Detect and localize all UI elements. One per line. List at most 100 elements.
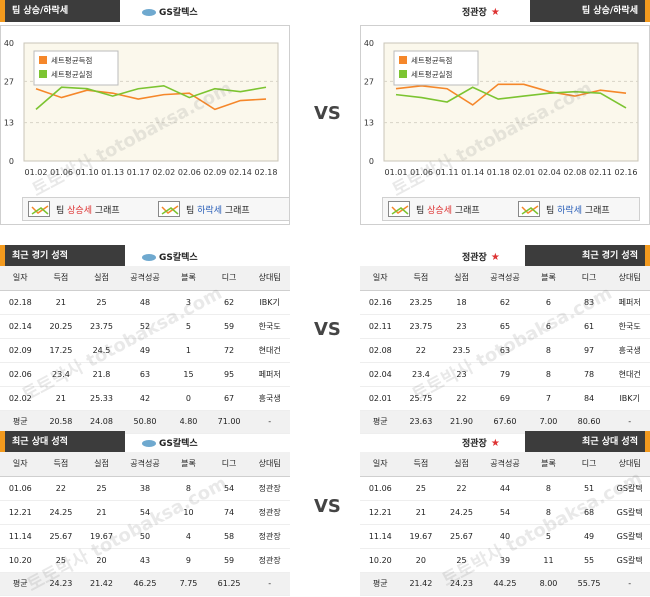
table-cell: 23 (441, 362, 482, 387)
fall-graph-button-left[interactable]: 팀 하락세 그래프 (158, 201, 250, 217)
rise-graph-label: 팀 상승세 그래프 (56, 205, 120, 216)
column-header: 공격성공 (121, 266, 169, 291)
table-cell: 02.01 (360, 386, 401, 411)
table-cell: 54 (121, 500, 169, 525)
table-cell: 23.75 (81, 314, 122, 339)
table-cell: 01.06 (360, 476, 401, 501)
table-row: 11.14 19.67 25.67 40 5 49 GS칼텍 (360, 524, 650, 549)
table-cell: 02.06 (0, 362, 41, 387)
rise-graph-button-left[interactable]: 팀 상승세 그래프 (28, 201, 120, 217)
table-row: 10.20 20 25 39 11 55 GS칼텍 (360, 548, 650, 573)
legend-swatch (39, 70, 47, 78)
average-row: 평균 21.42 24.23 44.25 8.00 55.75- (360, 572, 650, 596)
gs-logo-icon (142, 254, 156, 261)
recent-table-right: 일자 득점 실점 공격성공 블록 디그 상대팀 02.16 23.25 18 62 6 83 페퍼저 02.… (360, 266, 650, 434)
column-header: 블록 (168, 452, 209, 477)
h2h-title-left: 최근 상대 성적 (12, 437, 68, 447)
table-cell: 흥국생 (609, 338, 650, 363)
table-cell: 22 (400, 338, 442, 363)
series-line-loss (395, 86, 627, 109)
table-cell: 02.08 (360, 338, 401, 363)
y-tick-label: 40 (364, 39, 374, 48)
column-header: 득점 (400, 266, 442, 291)
table-cell: 02.09 (0, 338, 41, 363)
average-cell: 21.42 (400, 572, 442, 596)
table-cell: 페퍼저 (609, 290, 650, 315)
average-row: 평균 23.63 21.90 67.60 7.00 80.60- (360, 410, 650, 434)
column-header: 디그 (568, 266, 610, 291)
table-cell: 10.20 (360, 548, 401, 573)
legend-label: 세트평균득점 (51, 55, 92, 65)
table-cell: 97 (568, 338, 610, 363)
fall-graph-button-right[interactable]: 팀 하락세 그래프 (518, 201, 610, 217)
table-cell: 23.4 (40, 362, 82, 387)
table-cell: 59 (208, 548, 250, 573)
average-cell: 21.42 (81, 572, 122, 596)
table-cell: 02.02 (0, 386, 41, 411)
column-header: 득점 (40, 452, 82, 477)
trend-title-left: 팀 상승/하락세 (12, 6, 69, 16)
table-cell: 19.67 (81, 524, 122, 549)
jk-logo-icon: ★ (490, 252, 500, 263)
table-cell: 25 (81, 290, 122, 315)
table-cell: 51 (568, 476, 610, 501)
chart-buttons-left: 팀 상승세 그래프 팀 하락세 그래프 (22, 197, 290, 221)
table-row: 02.08 22 23.5 63 8 97 흥국생 (360, 338, 650, 363)
table-cell: 0 (168, 386, 209, 411)
table-row: 02.11 23.75 23 65 6 61 한국도 (360, 314, 650, 339)
table-cell: 18 (441, 290, 482, 315)
table-cell: GS칼텍 (609, 524, 650, 549)
table-cell: 52 (121, 314, 169, 339)
y-tick-label: 27 (4, 77, 14, 86)
vs-label-recent: VS (314, 319, 341, 340)
table-header-row: 일자 득점 실점 공격성공 블록 디그 상대팀 (0, 452, 290, 477)
table-cell: 59 (208, 314, 250, 339)
fall-graph-label: 팀 하락세 그래프 (546, 205, 610, 216)
table-header-row: 일자 득점 실점 공격성공 블록 디그 상대팀 (360, 266, 650, 291)
x-tick-label: 02.16 (615, 168, 638, 177)
legend-swatch (399, 56, 407, 64)
table-cell: 58 (208, 524, 250, 549)
table-row: 02.06 23.4 21.8 63 15 95 페퍼저 (0, 362, 290, 387)
average-cell: 8.00 (528, 572, 569, 596)
table-cell: 74 (208, 500, 250, 525)
h2h-table-right: 일자 득점 실점 공격성공 블록 디그 상대팀 01.06 25 22 44 8 51 GS칼텍 12.21… (360, 452, 650, 596)
table-cell: 12.21 (360, 500, 401, 525)
table-cell: 페퍼저 (249, 362, 290, 387)
y-tick-label: 0 (369, 157, 374, 166)
column-header: 상대팀 (249, 266, 290, 291)
table-cell: 40 (481, 524, 529, 549)
column-header: 디그 (208, 452, 250, 477)
rise-graph-button-right[interactable]: 팀 상승세 그래프 (388, 201, 480, 217)
average-cell: 21.90 (441, 410, 482, 434)
table-cell: 21 (400, 500, 442, 525)
table-cell: 9 (168, 548, 209, 573)
series-line-win (35, 87, 267, 111)
team-name-right-trend: 정관장 ★ (462, 7, 500, 18)
table-cell: 39 (481, 548, 529, 573)
table-row: 12.21 21 24.25 54 8 68 GS칼텍 (360, 500, 650, 525)
table-cell: 84 (568, 386, 610, 411)
table-cell: 21 (40, 386, 82, 411)
table-cell: 49 (568, 524, 610, 549)
y-tick-label: 0 (9, 157, 14, 166)
gs-logo-icon (142, 440, 156, 447)
legend-swatch (399, 70, 407, 78)
x-tick-label: 01.10 (76, 168, 99, 177)
table-header-row: 일자 득점 실점 공격성공 블록 디그 상대팀 (0, 266, 290, 291)
table-cell: 02.11 (360, 314, 401, 339)
table-row: 12.21 24.25 21 54 10 74 정관장 (0, 500, 290, 525)
table-cell: 38 (121, 476, 169, 501)
table-cell: 23.5 (441, 338, 482, 363)
table-cell: 6 (528, 290, 569, 315)
column-header: 블록 (168, 266, 209, 291)
table-cell: 72 (208, 338, 250, 363)
h2h-header-right: 최근 상대 성적 (525, 431, 650, 453)
table-cell: 25 (40, 548, 82, 573)
table-cell: 정관장 (249, 548, 290, 573)
average-cell: 61.25 (208, 572, 250, 596)
column-header: 공격성공 (481, 452, 529, 477)
table-cell: 24.5 (81, 338, 122, 363)
